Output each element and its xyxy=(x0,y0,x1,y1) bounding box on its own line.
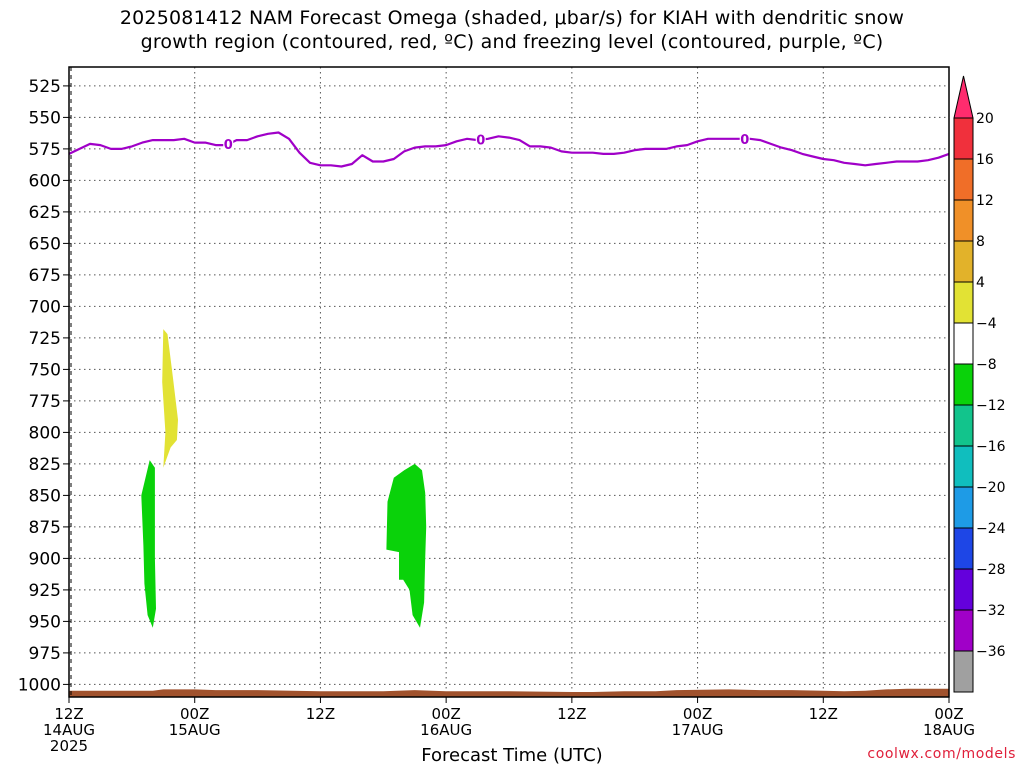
y-tick-label-800: 800 xyxy=(29,423,61,443)
x-tick-time-84: 00Z xyxy=(934,705,963,723)
colorbar-segment-6 xyxy=(953,322,974,365)
colorbar-label-12: −32 xyxy=(976,603,1006,619)
omega-region-2 xyxy=(386,463,427,628)
y-tick-label-650: 650 xyxy=(29,234,61,254)
freezing-level-label-1: 0 xyxy=(476,134,485,149)
colorbar-label-6: −8 xyxy=(976,357,997,373)
freezing-label-bg-0 xyxy=(223,136,234,152)
y-tick-label-750: 750 xyxy=(29,360,61,380)
colorbar-label-0: 20 xyxy=(976,111,994,127)
colorbar-segment-11 xyxy=(953,527,974,570)
y-tick-label-975: 975 xyxy=(29,644,61,664)
x-tick-time-48: 12Z xyxy=(557,705,586,723)
y-tick-label-825: 825 xyxy=(29,455,61,475)
y-tick-label-900: 900 xyxy=(29,549,61,569)
colorbar-label-13: −36 xyxy=(976,644,1006,660)
y-tick-label-775: 775 xyxy=(29,392,61,412)
colorbar-label-9: −20 xyxy=(976,480,1006,496)
y-tick-label-675: 675 xyxy=(29,266,61,286)
colorbar-segment-8 xyxy=(953,404,974,447)
y-tick-label-725: 725 xyxy=(29,329,61,349)
colorbar-segment-9 xyxy=(953,445,974,488)
colorbar-segment-2 xyxy=(953,158,974,201)
x-tick-time-36: 00Z xyxy=(431,705,460,723)
x-tick-date-12: 15AUG xyxy=(169,721,221,739)
colorbar-segment-3 xyxy=(953,199,974,242)
source-credit: coolwx.com/models xyxy=(867,746,1016,762)
x-tick-date-84: 18AUG xyxy=(923,721,975,739)
x-tick-time-12: 00Z xyxy=(180,705,209,723)
y-tick-label-600: 600 xyxy=(29,171,61,191)
colorbar-segment-13 xyxy=(953,609,974,652)
y-tick-label-850: 850 xyxy=(29,486,61,506)
colorbar-label-2: 12 xyxy=(976,193,994,209)
colorbar-segment-10 xyxy=(953,486,974,529)
y-tick-label-525: 525 xyxy=(29,77,61,97)
freezing-level-line xyxy=(69,131,949,168)
colorbar-top-arrow xyxy=(953,75,974,119)
surface-terrain-band xyxy=(69,688,949,697)
x-tick-time-24: 12Z xyxy=(306,705,335,723)
colorbar-label-3: 8 xyxy=(976,234,985,250)
colorbar-label-10: −24 xyxy=(976,521,1006,537)
freezing-level-label-0: 0 xyxy=(224,138,233,153)
x-axis-title: Forecast Time (UTC) xyxy=(421,745,603,766)
freezing-level-label-2: 0 xyxy=(740,133,749,148)
colorbar-segment-5 xyxy=(953,281,974,324)
freezing-label-bg-1 xyxy=(475,131,486,147)
omega-region-0 xyxy=(162,329,178,468)
y-tick-label-875: 875 xyxy=(29,518,61,538)
freezing-label-bg-2 xyxy=(739,130,750,146)
y-tick-label-575: 575 xyxy=(29,140,61,160)
x-tick-time-72: 12Z xyxy=(809,705,838,723)
colorbar-segment-12 xyxy=(953,568,974,611)
plot-frame xyxy=(68,66,950,698)
omega-region-1 xyxy=(141,460,156,628)
y-tick-label-1000: 1000 xyxy=(18,675,61,695)
colorbar-segment-1 xyxy=(953,117,974,160)
colorbar-label-7: −12 xyxy=(976,398,1006,414)
y-tick-label-700: 700 xyxy=(29,297,61,317)
x-tick-year-0: 2025 xyxy=(50,737,88,755)
chart-title-line-1: 2025081412 NAM Forecast Omega (shaded, μ… xyxy=(119,7,905,29)
y-tick-label-950: 950 xyxy=(29,612,61,632)
colorbar-label-5: −4 xyxy=(976,316,997,332)
x-tick-date-60: 17AUG xyxy=(672,721,724,739)
x-tick-date-0: 14AUG xyxy=(43,721,95,739)
colorbar-label-1: 16 xyxy=(976,152,994,168)
y-tick-label-550: 550 xyxy=(29,108,61,128)
colorbar-segment-4 xyxy=(953,240,974,283)
x-tick-date-36: 16AUG xyxy=(420,721,472,739)
colorbar-label-11: −28 xyxy=(976,562,1006,578)
colorbar-label-8: −16 xyxy=(976,439,1006,455)
colorbar-segment-7 xyxy=(953,363,974,406)
chart-title-line-2: growth region (contoured, red, ºC) and f… xyxy=(140,31,884,53)
colorbar-label-4: 4 xyxy=(976,275,985,291)
colorbar-segment-14 xyxy=(953,650,974,693)
y-tick-label-625: 625 xyxy=(29,203,61,223)
x-tick-time-0: 12Z xyxy=(54,705,83,723)
y-tick-label-925: 925 xyxy=(29,581,61,601)
x-tick-time-60: 00Z xyxy=(683,705,712,723)
